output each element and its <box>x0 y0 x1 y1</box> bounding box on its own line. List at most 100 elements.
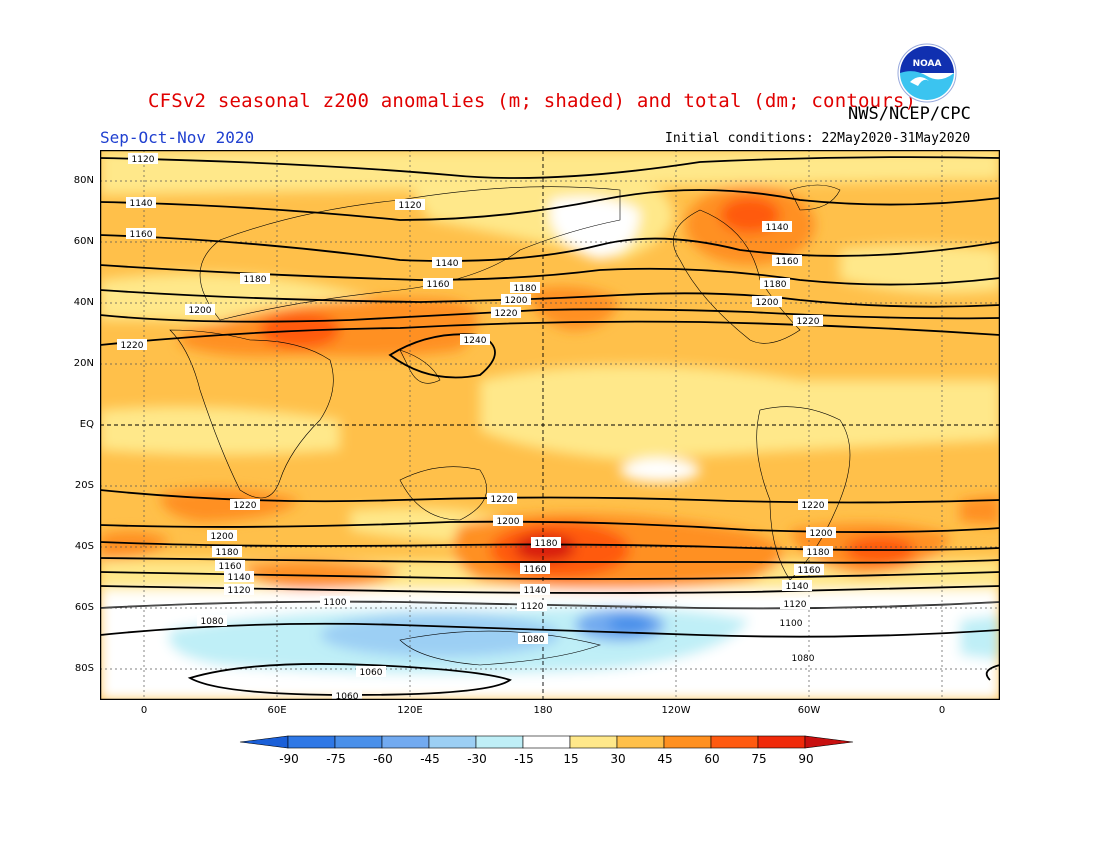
contour-label-text: 1080 <box>201 617 224 627</box>
contour-label: 1220 <box>230 499 260 511</box>
contour-label: 1180 <box>240 273 270 285</box>
contour-label-text: 1180 <box>244 275 267 285</box>
contour-label: 1160 <box>794 564 824 576</box>
contour-label: 1220 <box>798 499 828 511</box>
contour-label-text: 1100 <box>324 598 347 608</box>
colorbar-cell <box>804 735 854 749</box>
colorbar-cell <box>381 735 430 749</box>
contour-label: 1220 <box>117 339 147 351</box>
contour-label-text: 1220 <box>802 501 825 511</box>
season-label: Sep-Oct-Nov 2020 <box>100 128 255 147</box>
lon-label: 120E <box>397 705 423 716</box>
colorbar-label: -90 <box>279 752 299 766</box>
contour-label-text: 1120 <box>399 201 422 211</box>
height-contours <box>100 156 1000 696</box>
contour-label-text: 1060 <box>336 692 359 700</box>
height-contours-white <box>100 601 1000 609</box>
contour-label: 1140 <box>762 221 792 233</box>
lon-label: 120W <box>661 705 691 716</box>
contour-label-group: 1120 1140 1160 1180 1200 1220 <box>117 153 836 700</box>
contour-label: 1120 <box>224 584 254 596</box>
contour-label: 1240 <box>460 334 490 346</box>
contour-label-text: 1160 <box>219 562 242 572</box>
contour-label-text: 1160 <box>798 566 821 576</box>
contour-label: 1120 <box>128 153 158 165</box>
colorbar-cell <box>239 735 289 749</box>
anomaly-shading <box>100 150 1000 700</box>
contour-label: 1120 <box>780 598 810 610</box>
contour-label-text: 1160 <box>427 280 450 290</box>
lat-label: EQ <box>79 419 94 430</box>
lon-label: 0 <box>938 705 946 716</box>
contour-label-text: 1140 <box>766 223 789 233</box>
contour-label: 1200 <box>752 296 782 308</box>
colorbar-cell <box>710 735 759 749</box>
coastlines <box>169 184 851 666</box>
contour-label: 1100 <box>320 596 350 608</box>
contour-label: 1180 <box>212 546 242 558</box>
contour-label-text: 1120 <box>228 586 251 596</box>
contour-label: 1200 <box>493 515 523 527</box>
map-title: CFSv2 seasonal z200 anomalies (m; shaded… <box>148 90 917 112</box>
colorbar-cell <box>287 735 336 749</box>
colorbar-label: -30 <box>467 752 487 766</box>
lat-label: 40S <box>74 541 94 552</box>
colorbar-cell <box>616 735 665 749</box>
contour-label: 1220 <box>487 493 517 505</box>
contour-label: 1220 <box>793 315 823 327</box>
lat-label: 20S <box>74 480 94 491</box>
contour-label: 1060 <box>356 666 386 678</box>
contour-label-text: 1120 <box>521 602 544 612</box>
contour-label: 1160 <box>520 563 550 575</box>
contour-label-text: 1220 <box>491 495 514 505</box>
colorbar-label: 15 <box>563 752 579 766</box>
contour-label-text: 1140 <box>130 199 153 209</box>
colorbar-label: 30 <box>610 752 626 766</box>
contour-label-text: 1200 <box>810 529 833 539</box>
colorbar-cell <box>428 735 477 749</box>
noaa-logo-icon: NOAA <box>897 43 957 103</box>
initial-conditions-label: Initial conditions: 22May2020-31May2020 <box>665 131 971 146</box>
contour-label-text: 1240 <box>464 336 487 346</box>
contour-label-text: 1160 <box>130 230 153 240</box>
contour-label: 1180 <box>510 282 540 294</box>
agency-label: NWS/NCEP/CPC <box>848 104 971 124</box>
colorbar-label: -15 <box>514 752 534 766</box>
contour-label-text: 1200 <box>756 298 779 308</box>
colorbar-cell <box>475 735 524 749</box>
contour-label: 1180 <box>760 278 790 290</box>
colorbar-cell <box>569 735 618 749</box>
contour-label-text: 1180 <box>764 280 787 290</box>
contour-label-text: 1120 <box>784 600 807 610</box>
colorbar-cell <box>334 735 383 749</box>
colorbar <box>239 735 854 749</box>
contour-label-text: 1080 <box>522 635 545 645</box>
contour-label-text: 1220 <box>797 317 820 327</box>
noaa-logo-text: NOAA <box>913 59 942 69</box>
contour-label: 1180 <box>803 546 833 558</box>
contour-label-text: 1080 <box>792 654 815 664</box>
lat-label: 80N <box>73 175 94 186</box>
colorbar-label: 90 <box>798 752 814 766</box>
lat-label: 60S <box>74 602 94 613</box>
colorbar-cell <box>522 735 571 749</box>
colorbar-label: -60 <box>373 752 393 766</box>
contour-label-text: 1180 <box>216 548 239 558</box>
contour-label: 1060 <box>332 690 362 700</box>
lat-label: 80S <box>74 663 94 674</box>
contour-label-text: 1180 <box>535 539 558 549</box>
colorbar-label: 75 <box>751 752 767 766</box>
colorbar-cell <box>663 735 712 749</box>
contour-label-text: 1140 <box>524 586 547 596</box>
contour-label: 1140 <box>520 584 550 596</box>
contour-label: 1140 <box>782 580 812 592</box>
lat-label: 20N <box>73 358 94 369</box>
contour-label-text: 1160 <box>776 257 799 267</box>
contour-label: 1120 <box>395 199 425 211</box>
contour-label: 1200 <box>207 530 237 542</box>
contour-label-text: 1180 <box>514 284 537 294</box>
lat-label: 60N <box>73 236 94 247</box>
contour-label-text: 1220 <box>495 309 518 319</box>
contour-label: 1220 <box>491 307 521 319</box>
colorbar-label: -45 <box>420 752 440 766</box>
